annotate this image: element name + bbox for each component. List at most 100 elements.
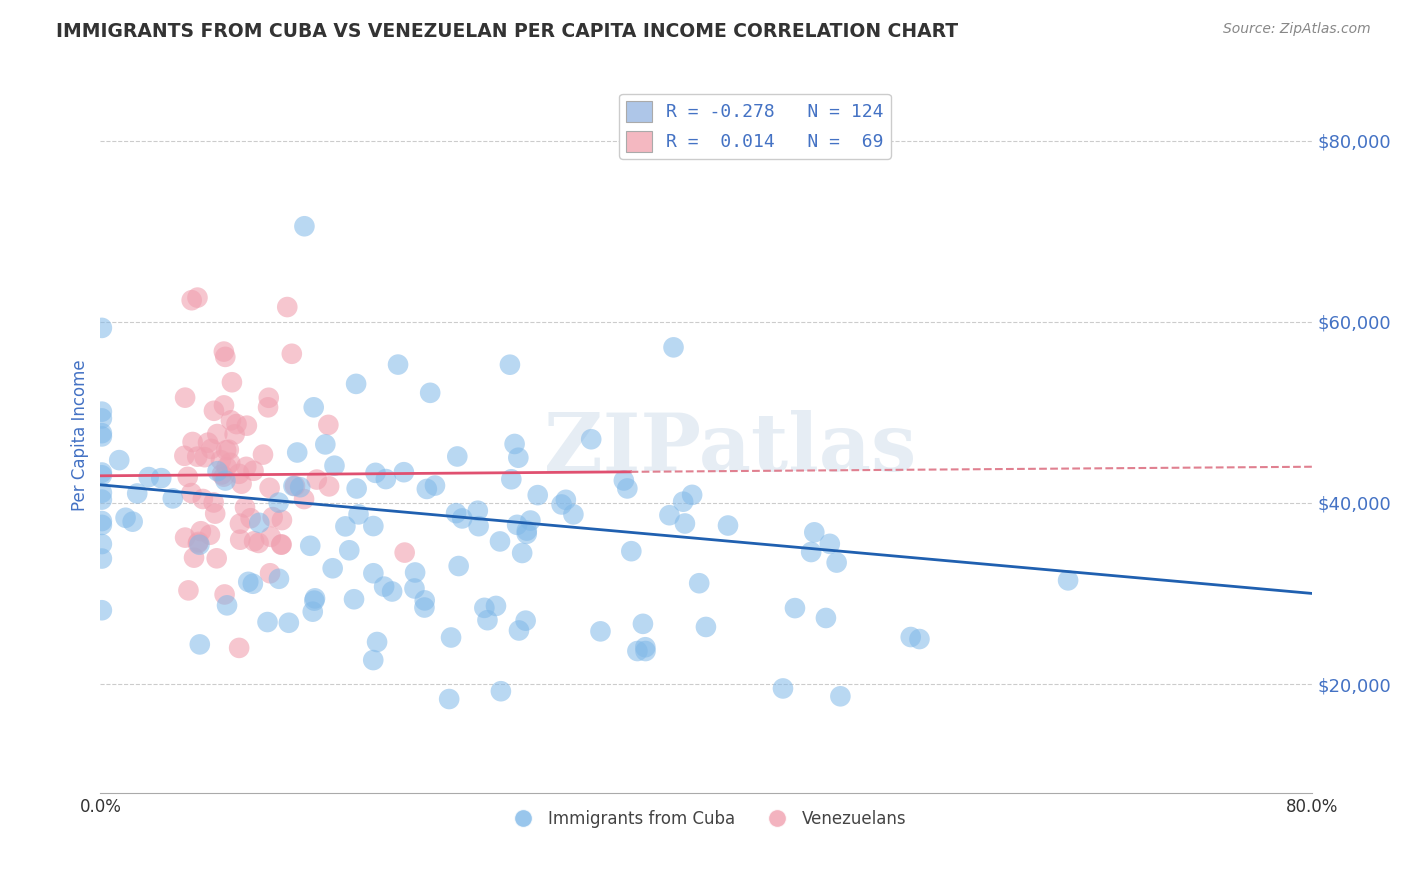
Point [90, 492, 112, 507]
Point [162, 491, 184, 506]
Point [267, 495, 290, 509]
Point [173, 449, 195, 463]
Point [204, 507, 226, 521]
Point [187, 534, 209, 549]
Point [467, 519, 489, 533]
Legend: Immigrants from Cuba, Venezuelans: Immigrants from Cuba, Venezuelans [499, 803, 912, 834]
Point [215, 443, 238, 458]
Point [219, 456, 242, 470]
Point [214, 350, 236, 364]
Point [830, 690, 852, 704]
Text: Source: ZipAtlas.com: Source: ZipAtlas.com [1223, 22, 1371, 37]
Point [276, 300, 298, 314]
Point [202, 495, 225, 509]
Point [814, 611, 837, 625]
Point [281, 347, 304, 361]
Point [506, 517, 529, 532]
Point [613, 474, 636, 488]
Point [270, 538, 292, 552]
Point [626, 644, 648, 658]
Point [188, 637, 211, 651]
Point [190, 524, 212, 539]
Point [515, 614, 537, 628]
Point [503, 437, 526, 451]
Point [90, 429, 112, 443]
Point [908, 632, 931, 646]
Point [437, 692, 460, 706]
Point [257, 391, 280, 405]
Point [440, 631, 463, 645]
Point [695, 620, 717, 634]
Point [516, 524, 538, 538]
Point [634, 644, 657, 658]
Point [423, 478, 446, 492]
Point [392, 465, 415, 479]
Point [186, 450, 208, 464]
Point [177, 470, 200, 484]
Point [90, 514, 112, 528]
Point [343, 592, 366, 607]
Point [229, 533, 252, 547]
Point [419, 385, 441, 400]
Text: ZIPatlas: ZIPatlas [544, 410, 917, 488]
Point [239, 511, 262, 525]
Point [516, 526, 538, 541]
Point [347, 508, 370, 522]
Point [323, 458, 346, 473]
Point [366, 635, 388, 649]
Point [658, 508, 681, 523]
Point [90, 405, 112, 419]
Point [800, 545, 823, 559]
Point [277, 615, 299, 630]
Point [374, 472, 396, 486]
Point [322, 561, 344, 575]
Point [90, 517, 112, 532]
Point [194, 450, 217, 465]
Point [229, 516, 252, 531]
Point [219, 413, 242, 427]
Point [174, 391, 197, 405]
Point [212, 398, 235, 412]
Point [346, 482, 368, 496]
Point [318, 417, 340, 432]
Point [499, 358, 522, 372]
Point [197, 435, 219, 450]
Point [304, 591, 326, 606]
Point [214, 587, 236, 601]
Point [180, 293, 202, 308]
Point [205, 551, 228, 566]
Point [177, 583, 200, 598]
Point [579, 432, 602, 446]
Point [451, 511, 474, 525]
Point [260, 530, 283, 544]
Point [900, 630, 922, 644]
Point [235, 459, 257, 474]
Point [404, 566, 426, 580]
Point [200, 442, 222, 456]
Point [188, 538, 211, 552]
Point [218, 442, 240, 457]
Point [634, 640, 657, 655]
Point [256, 615, 278, 629]
Point [191, 491, 214, 506]
Text: IMMIGRANTS FROM CUBA VS VENEZUELAN PER CAPITA INCOME CORRELATION CHART: IMMIGRANTS FROM CUBA VS VENEZUELAN PER C… [56, 22, 959, 41]
Point [404, 582, 426, 596]
Point [243, 534, 266, 549]
Point [138, 470, 160, 484]
Point [589, 624, 612, 639]
Point [550, 498, 572, 512]
Point [247, 516, 270, 530]
Point [257, 401, 280, 415]
Point [294, 219, 316, 234]
Point [228, 467, 250, 481]
Point [90, 321, 112, 335]
Point [252, 448, 274, 462]
Point [672, 494, 695, 508]
Point [285, 445, 308, 459]
Point [344, 376, 367, 391]
Point [467, 504, 489, 518]
Point [215, 599, 238, 613]
Point [231, 476, 253, 491]
Point [681, 488, 703, 502]
Point [247, 536, 270, 550]
